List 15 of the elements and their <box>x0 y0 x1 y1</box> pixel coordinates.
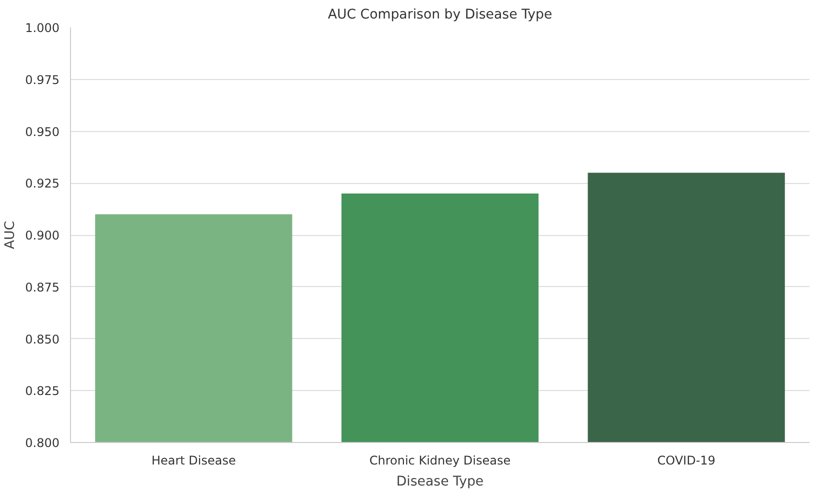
chart-title: AUC Comparison by Disease Type <box>328 8 552 22</box>
x-axis-title: Disease Type <box>396 474 484 490</box>
y-axis-title: AUC <box>3 220 18 250</box>
y-tick-label: 0.975 <box>25 72 60 87</box>
y-tick-label: 0.800 <box>25 436 60 450</box>
y-tick-label: 0.825 <box>25 384 60 398</box>
y-tick-label: 0.875 <box>25 280 60 294</box>
y-tick-label: 0.850 <box>25 332 60 346</box>
y-tick-label: 0.900 <box>25 228 60 242</box>
y-tick-label: 0.950 <box>25 124 60 139</box>
y-tick-label: 0.925 <box>25 176 60 191</box>
x-tick-label: COVID-19 <box>657 454 716 468</box>
y-tick-label: 1.000 <box>25 21 60 35</box>
x-tick-label: Heart Disease <box>151 454 236 468</box>
x-tick-label: Chronic Kidney Disease <box>369 454 511 468</box>
